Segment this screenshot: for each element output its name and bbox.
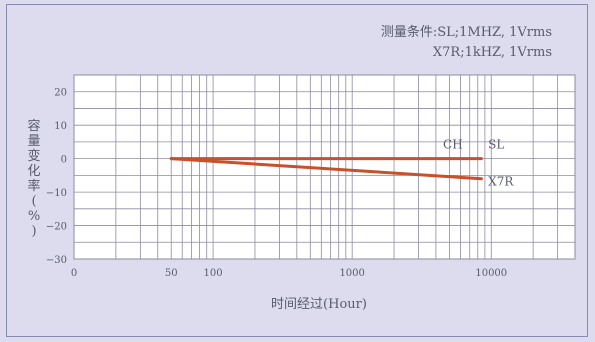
y-tick-label: 10 <box>54 121 67 132</box>
annotation-label: SL <box>488 138 504 152</box>
plot-area <box>73 74 576 260</box>
y-tick-labels: 20 10 0 −10 −20 −30 <box>46 88 67 266</box>
y-tick-label: 20 <box>54 88 67 99</box>
y-tick-label: 0 <box>61 155 67 166</box>
annotation-label: X7R <box>488 174 514 188</box>
y-tick-label: −20 <box>46 222 67 233</box>
x-tick-label: 0 <box>71 268 77 279</box>
chart-frame: 测量条件:SL;1MHZ, 1Vrms X7R;1kHZ, 1Vrms 20 10… <box>6 4 588 337</box>
series-lines <box>169 157 483 181</box>
y-tick-label: −30 <box>46 255 67 266</box>
grid <box>74 75 575 259</box>
y-axis-title: 容量变化率(%) <box>27 118 40 239</box>
x-tick-label: 100 <box>204 268 223 279</box>
test-condition-line-2: X7R;1kHZ, 1Vrms <box>433 45 552 60</box>
chart: 测量条件:SL;1MHZ, 1Vrms X7R;1kHZ, 1Vrms 20 10… <box>27 24 576 312</box>
x-axis-title: 时间经过(Hour) <box>271 297 367 312</box>
x-tick-label: 1000 <box>339 268 364 279</box>
test-condition-line-1: 测量条件:SL;1MHZ, 1Vrms <box>381 24 552 40</box>
annotations: CH SL X7R <box>443 138 514 189</box>
x-tick-label: 50 <box>165 268 178 279</box>
series-line-x7r <box>169 157 483 181</box>
x-tick-labels: 0 50 100 1000 10000 <box>71 268 507 279</box>
annotation-label: CH <box>443 138 463 152</box>
x-tick-label: 10000 <box>475 268 507 279</box>
y-tick-label: −10 <box>46 188 67 199</box>
